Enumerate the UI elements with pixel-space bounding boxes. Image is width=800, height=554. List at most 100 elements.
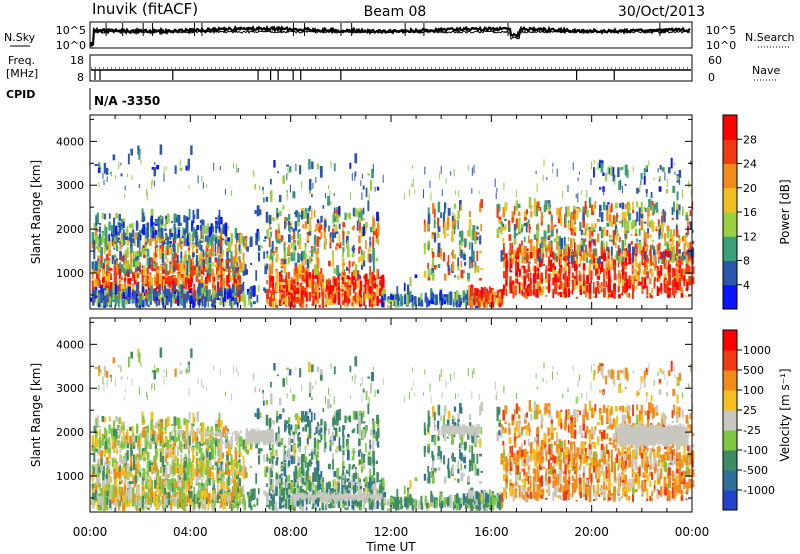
power-echo [177, 273, 180, 285]
power-echo [682, 189, 683, 199]
power-echo [97, 255, 100, 260]
power-echo [188, 278, 191, 288]
power-echo [476, 232, 480, 235]
power-echo [660, 265, 663, 275]
power-echo [240, 284, 243, 294]
power-echo [523, 217, 527, 221]
noise-left-top-tick: 10^5 [56, 24, 86, 37]
power-echo [236, 163, 238, 173]
power-echo [172, 266, 176, 272]
power-echo [632, 288, 634, 299]
power-echo [210, 227, 213, 235]
power-echo [369, 226, 373, 233]
power-echo [354, 264, 357, 267]
power-echo [468, 242, 471, 250]
power-echo [124, 250, 128, 255]
power-echo [372, 163, 374, 172]
velocity-echo [177, 486, 180, 491]
power-echo [141, 277, 144, 283]
power-echo [542, 263, 545, 266]
power-echo [164, 239, 166, 244]
power-echo [489, 304, 492, 307]
power-echo [521, 275, 524, 280]
power-echo [344, 271, 347, 282]
velocity-echo [136, 495, 139, 503]
power-echo [198, 239, 202, 250]
power-echo [396, 285, 399, 296]
power-echo [259, 209, 262, 215]
power-echo [597, 162, 600, 170]
power-echo [521, 265, 524, 269]
velocity-echo [208, 476, 211, 486]
power-echo [238, 242, 241, 246]
velocity-echo [147, 479, 150, 486]
power-echo [118, 214, 121, 222]
power-echo [577, 193, 579, 203]
power-echo [290, 227, 293, 230]
power-echo [459, 232, 462, 237]
power-echo [142, 265, 146, 276]
power-echo [622, 285, 625, 293]
velocity-echo [116, 448, 119, 455]
power-echo [165, 245, 167, 253]
power-echo [271, 256, 274, 264]
power-echo [464, 300, 467, 306]
velocity-echo [193, 486, 196, 494]
power-echo [567, 212, 571, 217]
power-echo [201, 287, 204, 294]
power-echo [150, 225, 153, 233]
power-echo [680, 268, 683, 273]
power-echo [320, 268, 323, 275]
power-echo [618, 294, 621, 299]
power-echo [523, 222, 526, 226]
power-echo [323, 223, 327, 228]
power-echo [114, 265, 118, 276]
power-echo [673, 287, 676, 296]
power-echo [161, 241, 165, 246]
power-echo [112, 294, 115, 300]
power-echo [625, 279, 629, 290]
power-echo [479, 235, 482, 245]
power-echo [372, 281, 374, 288]
power-echo [582, 286, 585, 292]
power-echo [342, 247, 345, 253]
power-echo [532, 265, 535, 271]
power-echo [217, 266, 219, 271]
power-echo [675, 272, 678, 280]
power-echo [100, 166, 102, 173]
power-echo [228, 241, 232, 251]
power-echo [455, 190, 457, 195]
power-echo [523, 211, 527, 221]
power-echo [586, 223, 589, 228]
power-echo [98, 223, 102, 225]
power-echo [636, 238, 638, 243]
power-echo [608, 260, 610, 271]
power-echo [103, 179, 105, 186]
power-echo [673, 229, 675, 237]
power-echo [248, 299, 252, 305]
velocity-echo [183, 479, 185, 485]
power-echo [207, 300, 210, 308]
power-echo [552, 162, 554, 167]
power-echo [624, 183, 627, 186]
nsky-label: N.Sky [4, 31, 36, 44]
power-echo [651, 269, 653, 277]
power-echo [118, 291, 121, 299]
power-echo [574, 275, 576, 282]
power-echo [479, 202, 482, 213]
nsky-trace [89, 24, 691, 48]
power-echo [302, 250, 306, 260]
power-echo [380, 282, 383, 293]
power-echo [342, 222, 346, 227]
power-echo [557, 292, 561, 296]
power-echo [553, 238, 557, 243]
power-echo [188, 247, 190, 257]
power-echo [185, 165, 188, 171]
power-echo [162, 302, 165, 308]
power-echo [100, 262, 104, 268]
power-echo [496, 228, 499, 238]
power-echo [198, 279, 200, 286]
power-echo [211, 268, 214, 277]
power-echo [173, 291, 177, 296]
power-echo [552, 266, 555, 271]
